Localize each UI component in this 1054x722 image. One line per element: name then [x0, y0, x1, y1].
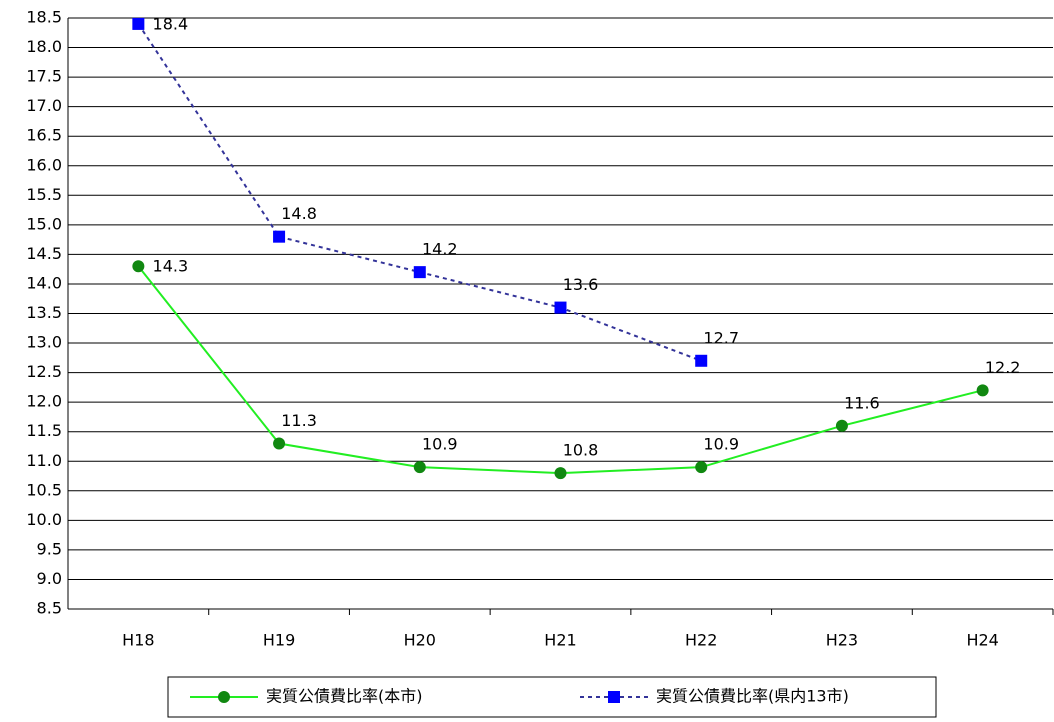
- data-label: 12.2: [985, 358, 1021, 377]
- data-label: 14.2: [422, 240, 458, 259]
- point: [273, 230, 286, 243]
- point: [554, 467, 567, 480]
- y-tick-label: 14.0: [26, 273, 62, 292]
- data-label: 18.4: [153, 14, 189, 33]
- y-tick-label: 11.0: [26, 451, 62, 470]
- y-tick-label: 10.5: [26, 480, 62, 499]
- point: [132, 260, 145, 273]
- y-tick-label: 14.5: [26, 244, 62, 263]
- y-tick-label: 11.5: [26, 421, 62, 440]
- y-tick-label: 15.5: [26, 185, 62, 204]
- y-tick-label: 13.5: [26, 303, 62, 322]
- point: [413, 461, 426, 474]
- data-label: 12.7: [703, 328, 739, 347]
- x-tick-label: H18: [122, 631, 154, 650]
- point: [132, 17, 145, 30]
- y-tick-label: 9.5: [37, 539, 62, 558]
- point: [218, 691, 230, 703]
- point: [695, 354, 708, 367]
- series-line: [137, 265, 983, 475]
- point: [554, 301, 567, 314]
- y-tick-label: 16.0: [26, 155, 62, 174]
- y-tick-label: 18.5: [26, 8, 62, 27]
- y-tick-label: 12.0: [26, 392, 62, 411]
- x-tick-label: H23: [826, 631, 858, 650]
- legend-label: 実質公債費比率(本市): [266, 687, 423, 706]
- data-label: 11.6: [844, 393, 880, 412]
- y-tick-label: 17.0: [26, 96, 62, 115]
- y-tick-label: 18.0: [26, 37, 62, 56]
- x-tick-label: H20: [404, 631, 436, 650]
- y-tick-label: 16.5: [26, 126, 62, 145]
- point: [976, 384, 989, 397]
- y-tick-label: 17.5: [26, 67, 62, 86]
- y-tick-label: 13.0: [26, 333, 62, 352]
- point: [608, 691, 620, 703]
- point: [413, 266, 426, 279]
- legend-label: 実質公債費比率(県内13市): [656, 687, 849, 706]
- y-tick-label: 8.5: [37, 599, 62, 618]
- x-tick-label: H21: [544, 631, 576, 650]
- data-label: 13.6: [563, 275, 599, 294]
- data-label: 14.3: [153, 257, 189, 276]
- data-label: 14.8: [281, 204, 317, 223]
- point: [695, 461, 708, 474]
- y-tick-label: 9.0: [37, 569, 62, 588]
- y-tick-label: 10.0: [26, 510, 62, 529]
- data-label: 10.9: [422, 435, 458, 454]
- x-tick-label: H22: [685, 631, 717, 650]
- y-tick-label: 15.0: [26, 214, 62, 233]
- point: [835, 419, 848, 432]
- point: [273, 437, 286, 450]
- x-tick-label: H24: [966, 631, 998, 650]
- legend-box: [167, 676, 937, 718]
- y-tick-label: 12.5: [26, 362, 62, 381]
- x-tick-label: H19: [263, 631, 295, 650]
- data-label: 11.3: [281, 411, 317, 430]
- data-label: 10.9: [703, 435, 739, 454]
- series-line: [137, 23, 702, 362]
- data-label: 10.8: [563, 441, 599, 460]
